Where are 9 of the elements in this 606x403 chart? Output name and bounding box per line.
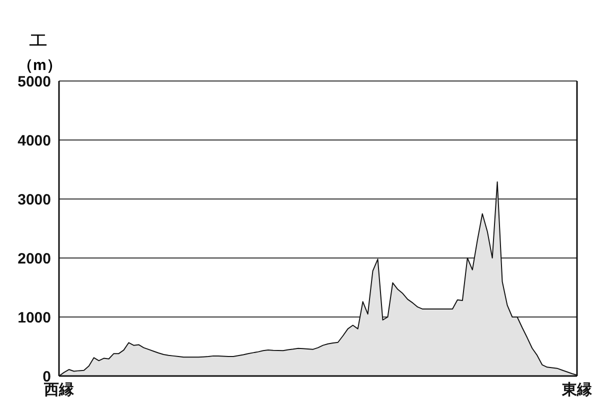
y-tick-label: 1000 [18, 309, 51, 326]
x-tick-label: 西縁 [43, 382, 75, 399]
y-tick-label: 5000 [18, 73, 51, 90]
y-tick-label: 3000 [18, 191, 51, 208]
y-axis-title: （m） [18, 56, 62, 75]
chart-title: エ [28, 26, 48, 53]
x-tick-label: 東縁 [561, 382, 593, 399]
y-tick-label: 2000 [18, 250, 51, 268]
y-tick-label: 4000 [18, 132, 51, 150]
